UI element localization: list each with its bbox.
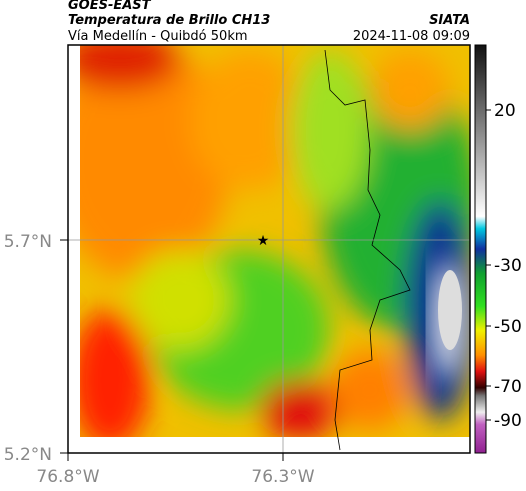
lat-label: 5.7°N [4, 232, 52, 252]
location: Vía Medellín - Quibdó 50km [68, 29, 248, 44]
city-marker: ★ [257, 233, 270, 249]
satellite-image [80, 45, 470, 437]
lon-label: 76.8°W [36, 467, 99, 487]
colorbar-label: -50 [494, 317, 522, 337]
datetime: 2024-11-08 09:09 [353, 29, 470, 44]
map-frame [67, 44, 471, 454]
colorbar-label: -30 [494, 256, 522, 276]
subtitle: Temperatura de Brillo CH13 [68, 13, 270, 28]
source: SIATA [429, 13, 470, 28]
title: GOES-EAST [68, 0, 152, 13]
colorbar [474, 44, 487, 454]
lat-label: 5.2°N [4, 445, 52, 465]
colorbar-label: -90 [494, 411, 522, 431]
border [324, 49, 411, 451]
lon-label: 76.3°W [251, 467, 314, 487]
colorbar-label: 20 [494, 101, 516, 121]
colorbar-label: -70 [494, 377, 522, 397]
